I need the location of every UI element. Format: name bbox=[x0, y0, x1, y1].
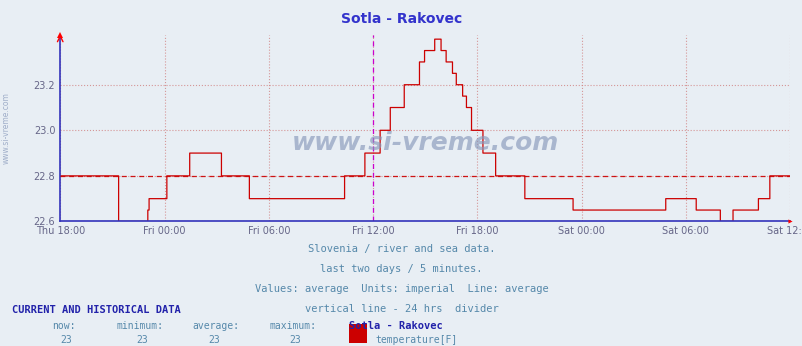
Text: www.si-vreme.com: www.si-vreme.com bbox=[2, 92, 11, 164]
Text: 23: 23 bbox=[209, 335, 221, 345]
Text: average:: average: bbox=[192, 321, 240, 331]
Text: vertical line - 24 hrs  divider: vertical line - 24 hrs divider bbox=[304, 304, 498, 314]
Text: now:: now: bbox=[52, 321, 75, 331]
Text: www.si-vreme.com: www.si-vreme.com bbox=[291, 131, 558, 155]
Text: Slovenia / river and sea data.: Slovenia / river and sea data. bbox=[307, 244, 495, 254]
Text: 23: 23 bbox=[289, 335, 301, 345]
Text: 23: 23 bbox=[136, 335, 148, 345]
Text: minimum:: minimum: bbox=[116, 321, 164, 331]
Text: temperature[F]: temperature[F] bbox=[375, 335, 456, 345]
Text: maximum:: maximum: bbox=[269, 321, 316, 331]
Text: 23: 23 bbox=[60, 335, 72, 345]
Text: Sotla - Rakovec: Sotla - Rakovec bbox=[349, 321, 443, 331]
Text: last two days / 5 minutes.: last two days / 5 minutes. bbox=[320, 264, 482, 274]
Text: Sotla - Rakovec: Sotla - Rakovec bbox=[341, 12, 461, 26]
Text: CURRENT AND HISTORICAL DATA: CURRENT AND HISTORICAL DATA bbox=[12, 305, 180, 315]
Text: Values: average  Units: imperial  Line: average: Values: average Units: imperial Line: av… bbox=[254, 284, 548, 294]
